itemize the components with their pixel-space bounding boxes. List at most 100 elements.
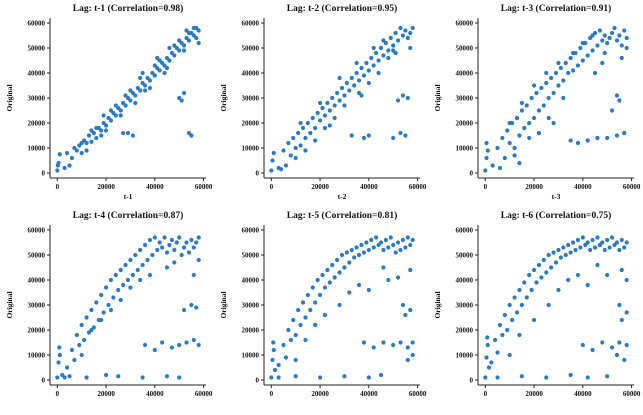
data-point [383, 237, 388, 243]
data-point [366, 287, 371, 293]
data-point [405, 345, 410, 350]
data-point [194, 240, 199, 245]
data-point [349, 247, 354, 253]
data-point [147, 85, 153, 91]
data-point [386, 48, 391, 53]
y-tick-label: 30000 [28, 95, 46, 103]
x-tick-label: 40000 [360, 390, 378, 398]
data-point [492, 337, 498, 343]
x-tick-label: 20000 [311, 390, 329, 398]
data-point [524, 103, 529, 108]
data-point [361, 73, 367, 78]
data-point [298, 322, 303, 328]
data-point [62, 375, 67, 380]
data-point [298, 120, 303, 126]
x-tick-label: 40000 [146, 390, 164, 398]
data-point [531, 115, 537, 121]
data-point [512, 145, 517, 151]
data-point [607, 35, 612, 41]
data-point [57, 345, 62, 350]
data-point [484, 355, 489, 360]
data-point [121, 130, 126, 136]
y-tick-label: 20000 [242, 327, 260, 335]
data-point [619, 43, 624, 48]
data-point [549, 75, 554, 81]
data-point [371, 45, 376, 51]
data-point [517, 133, 522, 138]
data-point [517, 332, 522, 338]
y-tick-label: 40000 [456, 277, 474, 285]
data-point [101, 113, 106, 118]
y-tick-label: 60000 [242, 227, 260, 235]
data-point [568, 55, 573, 61]
data-point [86, 133, 92, 138]
data-point [354, 60, 359, 66]
data-point [332, 115, 337, 121]
data-point [391, 43, 396, 48]
y-tick-label: 50000 [28, 252, 46, 260]
data-point [103, 128, 109, 133]
data-point [303, 315, 308, 320]
data-point [342, 265, 347, 270]
data-point [398, 130, 403, 136]
data-point [622, 130, 627, 136]
data-point [101, 310, 106, 315]
data-point [529, 287, 534, 293]
scatter-panel-5: Lag: t-5 (Correlation=0.81) 0 10000 20000 30… [214, 207, 428, 414]
data-point [566, 70, 571, 76]
data-point [344, 250, 349, 255]
data-point [172, 247, 177, 253]
x-tick-label: 0 [270, 183, 274, 191]
data-point [536, 262, 542, 268]
data-point [617, 33, 622, 38]
data-point [551, 120, 556, 126]
data-point [337, 98, 342, 103]
data-point [113, 103, 118, 108]
data-point [617, 98, 622, 103]
data-point [113, 272, 118, 278]
data-point [575, 63, 581, 68]
data-point [79, 140, 84, 146]
data-point [322, 125, 328, 131]
data-point [517, 287, 522, 293]
data-point [330, 95, 335, 101]
data-point [128, 257, 133, 263]
data-point [337, 302, 342, 308]
data-point [483, 375, 488, 380]
y-tick-label: 50000 [242, 45, 260, 53]
data-point [293, 145, 298, 151]
data-point [196, 342, 201, 348]
data-point [89, 128, 94, 133]
data-point [296, 130, 301, 136]
data-point [179, 98, 184, 103]
data-point [505, 128, 510, 133]
x-tick-label: 40000 [574, 183, 592, 191]
data-point [128, 88, 133, 93]
data-point [563, 252, 568, 258]
data-point [624, 310, 629, 315]
data-point [303, 148, 308, 153]
data-point [313, 138, 318, 143]
data-point [177, 375, 182, 380]
y-tick-label: 20000 [456, 327, 474, 335]
x-axis-label: t-2 [338, 192, 347, 201]
data-point [133, 93, 138, 98]
data-point [79, 150, 84, 156]
data-point [527, 272, 532, 278]
data-point [344, 80, 349, 86]
data-point [361, 135, 367, 141]
data-point [524, 295, 529, 300]
data-point [585, 282, 590, 288]
data-point [605, 237, 610, 243]
data-point [327, 108, 332, 113]
data-point [164, 250, 170, 255]
data-point [609, 30, 615, 36]
data-point [184, 240, 189, 245]
data-point [408, 242, 413, 248]
data-point [276, 375, 281, 380]
data-point [617, 247, 622, 253]
data-point [174, 240, 179, 245]
data-point [347, 260, 352, 265]
data-point [160, 340, 165, 345]
y-axis-label: Original [5, 84, 14, 111]
